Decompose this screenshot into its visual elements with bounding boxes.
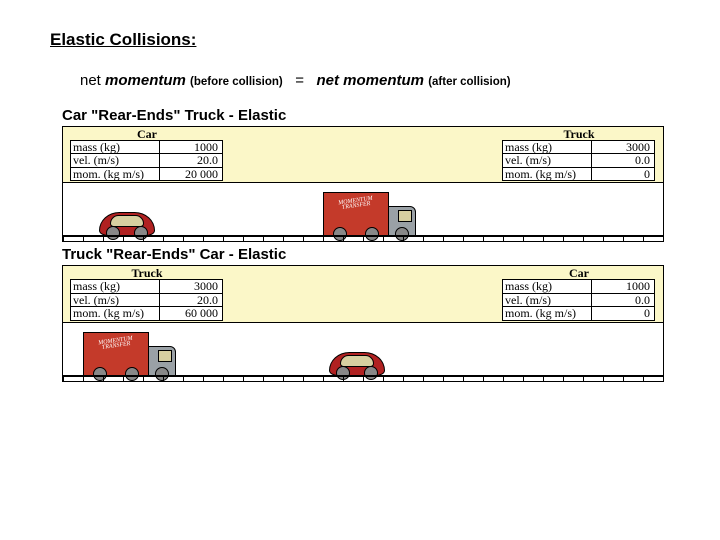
eq-op: = bbox=[295, 72, 304, 89]
mass-label: mass (kg) bbox=[502, 140, 592, 155]
mass-value: 3000 bbox=[159, 279, 223, 294]
vel-value: 20.0 bbox=[159, 153, 223, 168]
truck-banner: MOMENTUM TRANSFER bbox=[326, 195, 387, 214]
scenario1-right-table: Truck mass (kg)3000 vel. (m/s)0.0 mom. (… bbox=[503, 128, 655, 181]
vel-label: vel. (m/s) bbox=[70, 153, 160, 168]
mass-label: mass (kg) bbox=[70, 279, 160, 294]
truck-banner: MOMENTUM TRANSFER bbox=[86, 335, 147, 354]
scenario1-heading: Car "Rear-Ends" Truck - Elastic bbox=[62, 107, 670, 124]
truck-icon: MOMENTUM TRANSFER bbox=[83, 332, 176, 376]
mom-label: mom. (kg m/s) bbox=[70, 167, 160, 182]
truck-icon: MOMENTUM TRANSFER bbox=[323, 192, 416, 236]
vel-label: vel. (m/s) bbox=[502, 153, 592, 168]
eq-rhs-pre: net bbox=[317, 72, 340, 89]
vel-value: 20.0 bbox=[159, 293, 223, 308]
eq-rhs-sub: (after collision) bbox=[428, 76, 510, 88]
mom-value: 20 000 bbox=[159, 167, 223, 182]
mass-value: 3000 bbox=[591, 140, 655, 155]
mom-label: mom. (kg m/s) bbox=[70, 306, 160, 321]
eq-lhs-word: momentum bbox=[105, 72, 186, 89]
scenario2-block: Truck mass (kg)3000 vel. (m/s)20.0 mom. … bbox=[62, 265, 664, 381]
mass-label: mass (kg) bbox=[70, 140, 160, 155]
eq-lhs-sub: (before collision) bbox=[190, 76, 283, 88]
eq-lhs-pre: net bbox=[80, 72, 101, 89]
mom-value: 0 bbox=[591, 306, 655, 321]
scenario2-left-table: Truck mass (kg)3000 vel. (m/s)20.0 mom. … bbox=[71, 267, 223, 320]
scenario1-data-strip: Car mass (kg)1000 vel. (m/s)20.0 mom. (k… bbox=[63, 127, 663, 182]
mass-label: mass (kg) bbox=[502, 279, 592, 294]
momentum-equation: net momentum (before collision) = net mo… bbox=[80, 72, 670, 89]
car-icon bbox=[99, 212, 155, 236]
page-title: Elastic Collisions: bbox=[50, 30, 670, 50]
car-icon bbox=[329, 352, 385, 376]
mom-label: mom. (kg m/s) bbox=[502, 306, 592, 321]
scenario1-left-table: Car mass (kg)1000 vel. (m/s)20.0 mom. (k… bbox=[71, 128, 223, 181]
scenario1-road: MOMENTUM TRANSFER bbox=[63, 182, 663, 241]
scenario2-heading: Truck "Rear-Ends" Car - Elastic bbox=[62, 246, 670, 263]
mom-value: 0 bbox=[591, 167, 655, 182]
vel-label: vel. (m/s) bbox=[70, 293, 160, 308]
scenario2-road: MOMENTUM TRANSFER bbox=[63, 322, 663, 381]
mom-label: mom. (kg m/s) bbox=[502, 167, 592, 182]
mass-value: 1000 bbox=[159, 140, 223, 155]
vel-label: vel. (m/s) bbox=[502, 293, 592, 308]
scenario1-block: Car mass (kg)1000 vel. (m/s)20.0 mom. (k… bbox=[62, 126, 664, 242]
scenario2-data-strip: Truck mass (kg)3000 vel. (m/s)20.0 mom. … bbox=[63, 266, 663, 321]
vel-value: 0.0 bbox=[591, 153, 655, 168]
eq-rhs-word: momentum bbox=[343, 72, 424, 89]
mass-value: 1000 bbox=[591, 279, 655, 294]
mom-value: 60 000 bbox=[159, 306, 223, 321]
vel-value: 0.0 bbox=[591, 293, 655, 308]
scenario2-right-table: Car mass (kg)1000 vel. (m/s)0.0 mom. (kg… bbox=[503, 267, 655, 320]
